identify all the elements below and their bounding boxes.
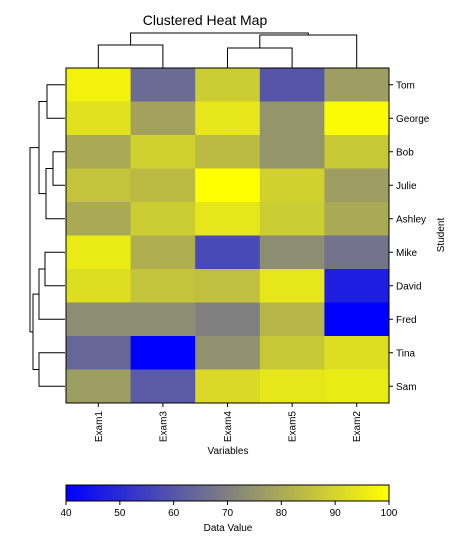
heatmap-cell	[259, 168, 325, 203]
heatmap-cell	[259, 135, 325, 169]
heatmap-cell	[66, 68, 132, 102]
heatmap-cell	[66, 269, 132, 303]
row-label: Sam	[396, 382, 417, 393]
heatmap-cell	[66, 135, 132, 169]
dendrogram-link	[45, 168, 65, 220]
heatmap-cells	[65, 67, 390, 404]
dendrogram-link	[44, 251, 65, 287]
heatmap-cell	[324, 302, 390, 337]
column-label: Exam1	[94, 411, 105, 443]
heatmap-cell	[259, 68, 325, 102]
column-label: Exam5	[288, 411, 299, 443]
colorbar-ticks: 40 50 60 70 80 90 100	[60, 501, 398, 519]
heatmap-cell	[195, 68, 261, 102]
heatmap-cell	[66, 235, 132, 270]
heatmap-cell	[130, 135, 196, 169]
row-label: Bob	[396, 147, 414, 158]
heatmap-cell	[130, 168, 196, 203]
heatmap-cell	[195, 302, 261, 337]
dendrogram-link	[32, 293, 39, 370]
heatmap-cell	[66, 101, 132, 136]
heatmap-cell	[66, 168, 132, 203]
column-dendrogram	[97, 32, 358, 68]
heatmap-cell	[324, 336, 390, 370]
row-label: Julie	[396, 181, 417, 192]
heatmap-cell	[324, 68, 390, 102]
colorbar-tick-label: 100	[381, 508, 398, 519]
row-label: Mike	[396, 248, 418, 259]
dendrogram-link	[38, 352, 65, 387]
heatmap-cell	[130, 202, 196, 236]
colorbar-tick-label: 80	[276, 508, 288, 519]
dendrogram-link	[38, 268, 65, 320]
colorbar-label: Data Value	[204, 523, 253, 534]
heatmap-cell	[130, 302, 196, 337]
heatmap-cell	[66, 202, 132, 236]
row-label: David	[396, 281, 422, 292]
heatmap-cell	[195, 235, 261, 270]
heatmap-cell	[195, 202, 261, 236]
heatmap-cell	[195, 369, 261, 404]
x-axis-label: Variables	[208, 446, 249, 457]
heatmap-cell	[324, 369, 390, 404]
heatmap-cell	[324, 269, 390, 303]
heatmap-cell	[195, 101, 261, 136]
colorbar-tick-label: 40	[60, 508, 72, 519]
heatmap-cell	[195, 269, 261, 303]
column-label: Exam3	[158, 411, 169, 443]
heatmap-cell	[195, 336, 261, 370]
heatmap-cell	[195, 168, 261, 203]
heatmap-cell	[324, 101, 390, 136]
row-label: George	[396, 114, 430, 125]
column-label: Exam2	[352, 411, 363, 443]
dendrogram-link	[46, 84, 65, 119]
heatmap-cell	[130, 369, 196, 404]
heatmap-cell	[259, 202, 325, 236]
row-label: Tom	[396, 80, 415, 91]
heatmap-cell	[66, 369, 132, 404]
column-label: Exam4	[223, 411, 234, 443]
heatmap-cell	[324, 202, 390, 236]
colorbar-tick-label: 70	[222, 508, 234, 519]
dendrogram-link	[227, 47, 293, 68]
colorbar-tick-label: 60	[168, 508, 180, 519]
row-dendrogram	[29, 84, 65, 387]
dendrogram-link	[52, 151, 65, 186]
heatmap-cell	[130, 101, 196, 136]
heatmap-cell	[130, 235, 196, 270]
heatmap-cell	[324, 235, 390, 270]
colorbar-tick-label: 50	[114, 508, 126, 519]
y-axis-label: Student	[436, 218, 447, 253]
heatmap-cell	[66, 302, 132, 337]
chart-title: Clustered Heat Map	[143, 12, 268, 28]
row-labels: Tom George Bob Julie Ashley Mike David Fred Tina…	[389, 80, 430, 393]
heatmap-cell	[130, 68, 196, 102]
heatmap-cell	[324, 168, 390, 203]
heatmap-cell	[259, 302, 325, 337]
heatmap-cell	[195, 135, 261, 169]
column-labels: Exam1 Exam3 Exam4 Exam5 Exam2	[94, 403, 363, 442]
heatmap-cell	[259, 269, 325, 303]
heatmap-cell	[259, 369, 325, 404]
heatmap-cell	[324, 135, 390, 169]
heatmap-cell	[259, 336, 325, 370]
row-label: Fred	[396, 315, 417, 326]
colorbar-tick-label: 90	[330, 508, 342, 519]
heatmap-cell	[130, 269, 196, 303]
dendrogram-link	[130, 32, 309, 45]
row-label: Tina	[396, 348, 416, 359]
heatmap-cell	[66, 336, 132, 370]
heatmap-cell	[130, 336, 196, 370]
dendrogram-link	[259, 34, 358, 68]
row-label: Ashley	[396, 214, 426, 225]
dendrogram-link	[97, 44, 164, 68]
dendrogram-link	[29, 147, 39, 333]
heatmap-cell	[259, 235, 325, 270]
colorbar	[65, 484, 390, 502]
heatmap-cell	[259, 101, 325, 136]
